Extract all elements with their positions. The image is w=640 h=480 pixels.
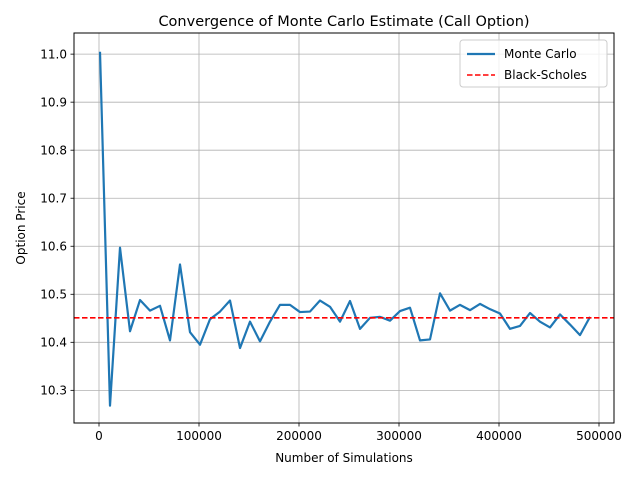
x-tick-label: 300000 — [376, 429, 422, 443]
y-tick-label: 10.3 — [40, 384, 67, 398]
y-tick-label: 10.5 — [40, 288, 67, 302]
legend-box — [459, 39, 608, 88]
y-axis-label: Option Price — [14, 191, 28, 264]
y-tick-label: 10.9 — [40, 95, 67, 109]
x-axis-label: Number of Simulations — [275, 451, 413, 465]
chart-title: Convergence of Monte Carlo Estimate (Cal… — [158, 14, 529, 30]
series-monte-carlo-line — [98, 51, 591, 407]
legend: Monte Carlo Black-Scholes — [459, 39, 608, 88]
series-layer — [74, 51, 614, 407]
y-tick-label: 10.4 — [40, 336, 67, 350]
x-tick-label: 400000 — [476, 429, 522, 443]
legend-label-monte-carlo: Monte Carlo — [504, 47, 577, 61]
y-axis-ticks: 10.3 10.4 10.5 10.6 10.7 10.8 10.9 11.0 — [40, 47, 74, 398]
grid — [74, 33, 614, 423]
y-tick-label: 10.7 — [40, 192, 67, 206]
x-tick-label: 100000 — [176, 429, 222, 443]
y-tick-label: 11.0 — [40, 47, 67, 61]
plot-frame — [73, 32, 615, 424]
x-tick-label: 500000 — [576, 429, 622, 443]
y-tick-label: 10.8 — [40, 143, 67, 157]
y-tick-label: 10.6 — [40, 240, 67, 254]
x-axis-ticks: 0 100000 200000 300000 400000 500000 — [95, 423, 622, 443]
x-tick-label: 0 — [95, 429, 103, 443]
legend-label-black-scholes: Black-Scholes — [504, 68, 587, 82]
x-tick-label: 200000 — [276, 429, 322, 443]
